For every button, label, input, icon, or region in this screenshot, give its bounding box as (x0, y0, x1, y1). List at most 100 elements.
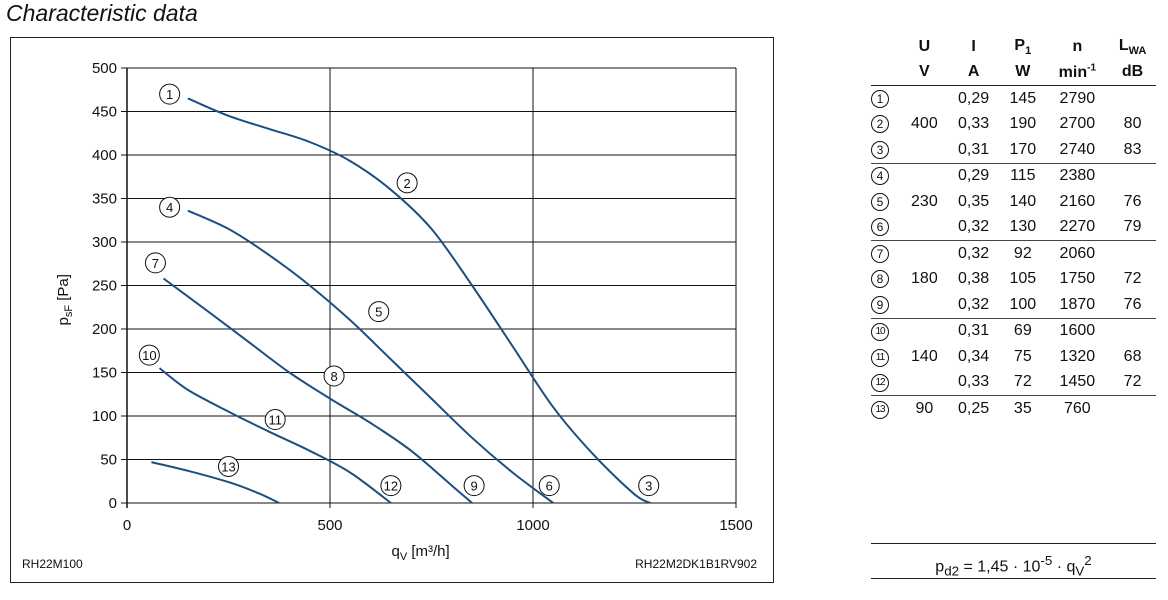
speed-cell: 2380 (1045, 162, 1110, 189)
curve-layer (151, 97, 652, 504)
sound-cell (1109, 317, 1156, 344)
x-tick-label: 1000 (516, 517, 549, 534)
power-cell: 75 (1013, 347, 1032, 365)
curve-marker-4: 4 (159, 196, 181, 218)
y-tick-label: 100 (92, 408, 117, 425)
row-number: 5 (871, 189, 902, 215)
row-number: 11 (871, 344, 902, 370)
curve-marker-8: 8 (323, 365, 345, 387)
svg-text:12: 12 (384, 479, 398, 494)
voltage-cell (901, 317, 948, 344)
sound-cell (1109, 85, 1156, 112)
voltage-cell: 230 (911, 192, 938, 210)
curve-marker-10: 10 (138, 344, 160, 366)
formula-prefix: p (935, 558, 945, 576)
voltage-cell (902, 137, 947, 163)
svg-text:1: 1 (166, 87, 173, 102)
speed-cell: 1320 (1059, 347, 1096, 365)
header-cell-no (871, 34, 902, 60)
power-cell: 35 (1000, 395, 1046, 422)
voltage-cell (902, 215, 947, 241)
curve-marker-6: 6 (538, 475, 560, 497)
table-row: 3 0,31 170 2740 83 (871, 137, 1156, 163)
y-tick-label: 150 (92, 365, 117, 382)
formula-exp: -5 (1040, 553, 1053, 568)
y-tick-label: 300 (92, 234, 117, 251)
sound-cell: 76 (1123, 295, 1142, 313)
svg-text:5: 5 (375, 305, 382, 320)
curve-1-3 (187, 97, 652, 504)
sound-cell (1109, 162, 1156, 189)
formula-prefix-sub: d2 (944, 563, 960, 579)
voltage-cell: 400 (911, 115, 938, 133)
y-tick-label: 50 (100, 452, 117, 469)
power-cell: 115 (1000, 162, 1046, 189)
current-cell: 0,29 (947, 162, 1001, 189)
svg-text:7: 7 (152, 256, 159, 271)
curve-marker-11: 11 (264, 408, 286, 430)
current-cell: 0,31 (947, 317, 1001, 344)
power-cell: 72 (1013, 373, 1032, 391)
voltage-cell (901, 162, 948, 189)
model-label-right: RH22M2DK1B1RV902 (635, 557, 757, 571)
row-number: 13 (871, 395, 902, 422)
section-heading: Characteristic data (6, 0, 198, 26)
current-cell: 0,34 (958, 347, 990, 365)
table-row: 13 90 0,25 35 760 (871, 395, 1156, 422)
row-number: 2 (871, 112, 902, 138)
sound-cell: 79 (1123, 218, 1142, 236)
power-cell: 69 (1000, 317, 1046, 344)
table-row: 2 400 0,33 190 2700 80 (871, 112, 1156, 138)
header-cell: I (971, 37, 976, 55)
row-number: 10 (871, 317, 902, 344)
svg-text:8: 8 (330, 369, 337, 384)
table-row: 12 0,33 72 1450 72 (871, 370, 1156, 396)
speed-cell: 1600 (1045, 317, 1110, 344)
y-tick-label: 400 (92, 147, 117, 164)
y-tick-label: 200 (92, 321, 117, 338)
unit-cell: A (967, 63, 980, 81)
row-number: 6 (871, 215, 902, 241)
voltage-cell: 90 (901, 395, 948, 422)
speed-cell: 2160 (1059, 192, 1096, 210)
formula-body: = 1,45 · 10 (959, 558, 1041, 576)
table-row: 8 180 0,38 105 1750 72 (871, 267, 1156, 293)
speed-cell: 2700 (1059, 115, 1096, 133)
voltage-cell (902, 370, 947, 396)
row-number: 7 (871, 240, 902, 267)
curve-marker-12: 12 (380, 475, 402, 497)
unit-cell: W (1015, 63, 1031, 81)
curve-marker-9: 9 (463, 475, 485, 497)
table-row: 10 0,31 69 1600 (871, 317, 1156, 344)
sound-cell: 76 (1123, 192, 1142, 210)
curve-4-6 (187, 209, 554, 504)
power-cell: 130 (1009, 218, 1037, 236)
table-row: 7 0,32 92 2060 (871, 240, 1156, 267)
row-number: 12 (871, 370, 902, 396)
table-row: 11 140 0,34 75 1320 68 (871, 344, 1156, 370)
x-tick-label: 0 (123, 517, 131, 534)
speed-cell: 760 (1045, 395, 1110, 422)
current-cell: 0,31 (958, 140, 990, 158)
speed-cell: 2060 (1045, 240, 1110, 267)
curve-7-9 (162, 277, 473, 504)
curve-marker-3: 3 (638, 475, 660, 497)
svg-text:2: 2 (404, 176, 411, 191)
sound-cell (1109, 395, 1156, 422)
current-cell: 0,32 (947, 240, 1001, 267)
formula-var-sub: V (1075, 563, 1085, 579)
current-cell: 0,32 (958, 295, 990, 313)
grid-layer (121, 67, 737, 508)
y-axis-label: psF [Pa] (55, 274, 75, 325)
row-number: 4 (871, 162, 902, 189)
current-cell: 0,35 (958, 192, 990, 210)
current-cell: 0,32 (958, 218, 990, 236)
power-cell: 190 (1009, 115, 1037, 133)
unit-cell: min-1 (1058, 62, 1097, 81)
speed-cell: 1750 (1059, 270, 1096, 288)
speed-cell: 2790 (1045, 85, 1110, 112)
